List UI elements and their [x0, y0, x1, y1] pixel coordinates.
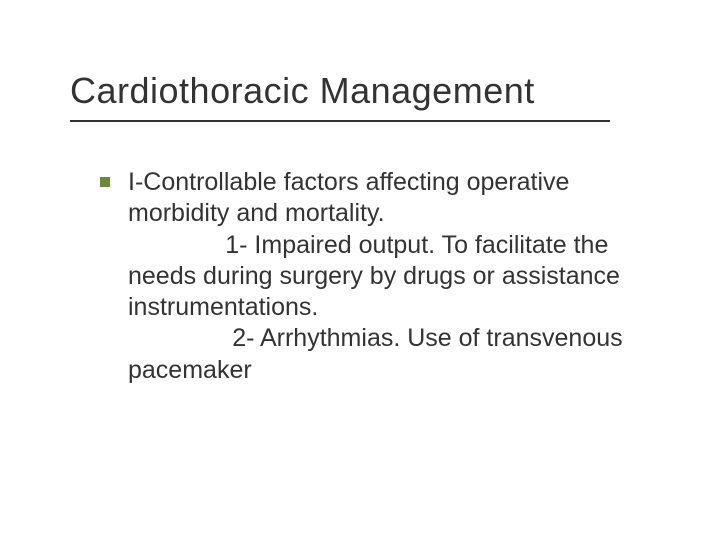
title-underline: [70, 120, 610, 122]
slide-content: I-Controllable factors affecting operati…: [70, 167, 670, 386]
slide-container: Cardiothoracic Management I-Controllable…: [0, 0, 720, 426]
bullet-item: I-Controllable factors affecting operati…: [100, 167, 670, 386]
square-bullet-icon: [100, 177, 110, 187]
slide-title: Cardiothoracic Management: [70, 70, 670, 112]
body-text: I-Controllable factors affecting operati…: [128, 167, 670, 386]
